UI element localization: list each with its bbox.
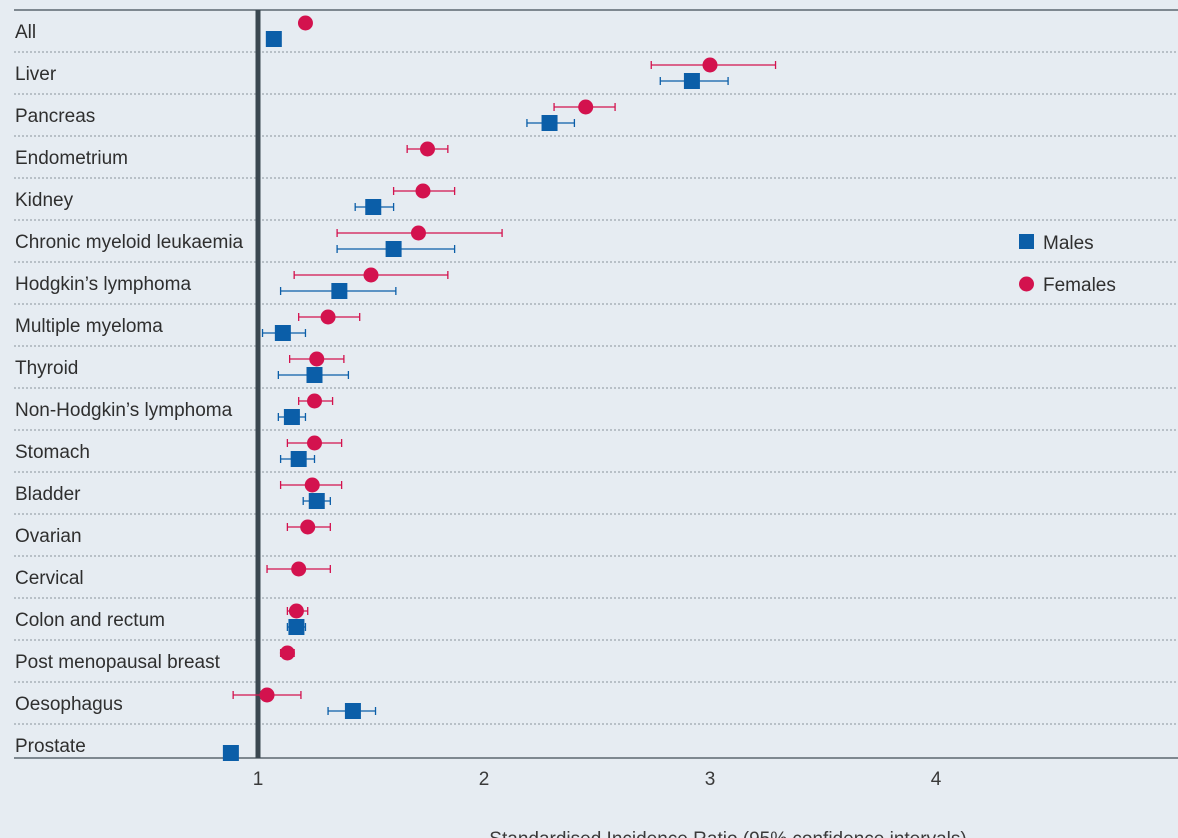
- x-axis: 1 2 3 4 Standardised Incidence Ratio (95% co…: [253, 769, 967, 838]
- marker-females-pancreas: [578, 99, 594, 115]
- marker-males-oesophagus: [344, 703, 361, 719]
- legend-square-icon: [1019, 234, 1034, 249]
- category-label-bladder: Bladder: [15, 484, 81, 505]
- marker-females-liver: [702, 57, 718, 73]
- category-label-stomach: Stomach: [15, 442, 90, 463]
- legend-label: Males: [1043, 233, 1094, 254]
- category-label-hodgkin-s-lymphoma: Hodgkin’s lymphoma: [15, 274, 191, 295]
- marker-females-cervical: [291, 561, 307, 577]
- marker-females-oesophagus: [259, 687, 275, 703]
- category-label-prostate: Prostate: [15, 736, 86, 757]
- marker-females-multiple-myeloma: [320, 309, 336, 325]
- category-label-liver: Liver: [15, 64, 57, 85]
- marker-males-thyroid: [306, 367, 323, 383]
- marker-females-endometrium: [420, 141, 435, 157]
- legend-item-males: Males: [1019, 233, 1094, 254]
- marker-females-ovarian: [300, 519, 316, 535]
- legend-circle-icon: [1019, 276, 1034, 292]
- category-label-post-menopausal-breast: Post menopausal breast: [15, 652, 221, 673]
- marker-males-kidney: [365, 199, 382, 215]
- category-label-pancreas: Pancreas: [15, 106, 95, 127]
- marker-males-all: [265, 31, 282, 47]
- marker-males-prostate: [222, 745, 239, 761]
- marker-females-kidney: [415, 183, 431, 199]
- marker-females-stomach: [307, 435, 322, 451]
- x-tick-label-2: 2: [479, 769, 490, 790]
- category-label-endometrium: Endometrium: [15, 148, 128, 169]
- marker-females-chronic-myeloid-leukaemia: [410, 225, 426, 241]
- marker-males-chronic-myeloid-leukaemia: [385, 241, 402, 257]
- category-label-cervical: Cervical: [15, 568, 84, 589]
- legend-item-females: Females: [1019, 275, 1116, 296]
- marker-layer: [222, 15, 718, 761]
- marker-males-stomach: [290, 451, 307, 467]
- marker-males-liver: [683, 73, 700, 89]
- marker-males-hodgkin-s-lymphoma: [331, 283, 348, 299]
- category-label-ovarian: Ovarian: [15, 526, 82, 547]
- marker-females-post-menopausal-breast: [279, 645, 295, 661]
- category-labels: All Liver Pancreas Endometrium Kidney Chronic…: [15, 22, 244, 757]
- marker-males-colon-and-rectum: [288, 619, 305, 635]
- marker-females-hodgkin-s-lymphoma: [363, 267, 379, 283]
- marker-females-thyroid: [309, 351, 325, 367]
- legend: Males Females: [1019, 233, 1116, 296]
- category-label-chronic-myeloid-leukaemia: Chronic myeloid leukaemia: [15, 232, 244, 253]
- marker-males-pancreas: [541, 115, 558, 131]
- category-label-oesophagus: Oesophagus: [15, 694, 123, 715]
- category-label-all: All: [15, 22, 36, 43]
- marker-males-multiple-myeloma: [274, 325, 291, 341]
- marker-females-all: [297, 15, 313, 31]
- category-label-thyroid: Thyroid: [15, 358, 78, 379]
- marker-females-bladder: [304, 477, 320, 493]
- x-tick-label-4: 4: [931, 769, 942, 790]
- marker-females-non-hodgkin-s-lymphoma: [307, 393, 322, 409]
- marker-males-bladder: [308, 493, 325, 509]
- x-tick-label-3: 3: [705, 769, 716, 790]
- marker-females-colon-and-rectum: [288, 603, 304, 619]
- x-tick-label-1: 1: [253, 769, 264, 790]
- category-label-multiple-myeloma: Multiple myeloma: [15, 316, 163, 337]
- category-label-colon-and-rectum: Colon and rectum: [15, 610, 165, 631]
- category-label-non-hodgkin-s-lymphoma: Non-Hodgkin’s lymphoma: [15, 400, 233, 421]
- x-axis-title: Standardised Incidence Ratio (95% confid…: [489, 829, 966, 838]
- legend-label: Females: [1043, 275, 1116, 296]
- grid-lines: [14, 9, 1178, 759]
- category-label-kidney: Kidney: [15, 190, 74, 211]
- marker-males-non-hodgkin-s-lymphoma: [283, 409, 300, 425]
